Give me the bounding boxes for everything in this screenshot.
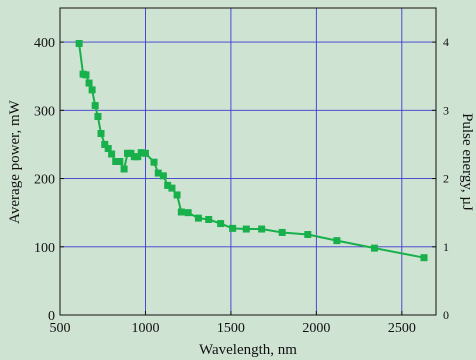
- data-point: [141, 149, 149, 157]
- y-tick-label: 200: [34, 173, 55, 188]
- y2-tick-label: 1: [443, 240, 449, 254]
- y-axis-right-label: Pulse energy, µJ: [459, 113, 475, 211]
- data-point: [258, 225, 266, 233]
- data-point: [159, 172, 167, 180]
- y-axis-left-ticks: 0 100 200 300 400: [34, 36, 64, 324]
- data-point: [137, 149, 145, 157]
- data-point: [205, 215, 213, 223]
- data-point: [177, 208, 185, 216]
- x-axis-label: Wavelength, nm: [199, 342, 297, 358]
- data-point: [116, 158, 124, 165]
- data-point: [108, 150, 116, 158]
- y-axis-right-ticks: 0 1 2 3 4: [432, 35, 449, 322]
- data-point: [242, 225, 250, 233]
- y2-tick-label: 4: [443, 35, 449, 49]
- data-point: [104, 145, 112, 153]
- y-tick-label: 0: [48, 309, 55, 324]
- data-point: [112, 158, 120, 165]
- data-point: [82, 71, 90, 79]
- y2-tick-label: 0: [443, 308, 449, 322]
- series-layer: [75, 39, 428, 262]
- data-point: [194, 214, 202, 222]
- data-point: [75, 39, 83, 47]
- data-point: [168, 184, 176, 192]
- plot-frame: [59, 7, 437, 316]
- data-point: [333, 237, 341, 245]
- data-point: [304, 230, 312, 238]
- data-point: [85, 79, 93, 87]
- y2-tick-label: 2: [443, 172, 449, 186]
- data-point: [370, 244, 378, 252]
- y-tick-label: 400: [34, 36, 55, 51]
- x-tick-label: 2000: [302, 321, 330, 336]
- y-tick-label: 300: [34, 104, 55, 119]
- grid: [60, 8, 436, 315]
- data-point: [217, 220, 225, 228]
- x-tick-label: 1500: [217, 321, 245, 336]
- data-point: [164, 181, 172, 189]
- x-axis-ticks: 500 1000 1500 2000 2500: [50, 311, 416, 336]
- data-point: [91, 102, 99, 110]
- data-point: [88, 86, 96, 94]
- data-point: [278, 228, 286, 236]
- data-point: [134, 153, 142, 161]
- y2-tick-label: 3: [443, 103, 449, 117]
- data-point: [101, 140, 109, 148]
- data-point: [173, 191, 181, 199]
- x-tick-label: 2500: [388, 321, 416, 336]
- x-tick-label: 1000: [131, 321, 159, 336]
- data-point: [97, 130, 105, 138]
- data-point: [184, 209, 192, 217]
- data-point: [94, 112, 102, 120]
- data-point: [154, 169, 162, 177]
- data-point: [420, 254, 428, 262]
- data-point: [150, 158, 158, 166]
- y-tick-label: 100: [34, 241, 55, 256]
- data-point: [120, 165, 128, 173]
- y-axis-left-label: Average power, mW: [7, 99, 23, 223]
- data-point: [229, 224, 237, 232]
- x-tick-label: 500: [50, 321, 71, 336]
